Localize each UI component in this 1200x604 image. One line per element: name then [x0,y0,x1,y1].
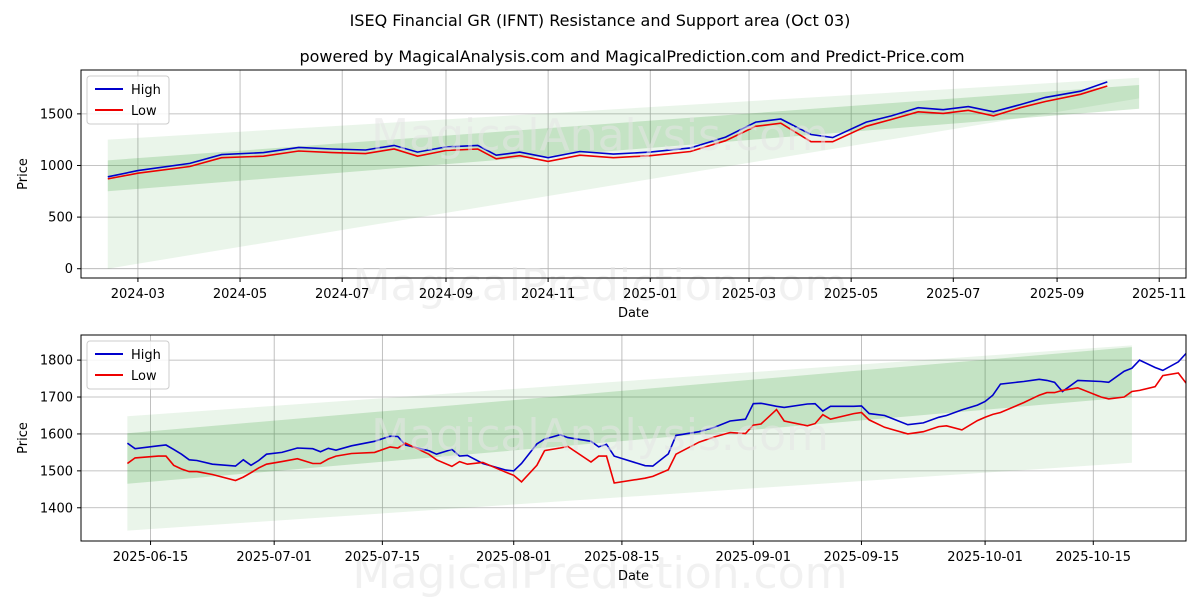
y-tick-label: 1400 [40,501,73,516]
series-line-low [126,372,1186,484]
legend-label-high: High [131,348,161,363]
series-line-low [107,85,1108,180]
watermark-text: MagicalPrediction.com [353,548,848,599]
y-tick-label: 1800 [40,354,73,369]
watermark-text: MagicalAnalysis.com [371,110,829,161]
y-tick-label: 1700 [40,391,73,406]
x-tick-label: 2024-05 [213,287,267,302]
watermark-text: MagicalPrediction.com [353,260,848,311]
watermark-text: MagicalAnalysis.com [371,410,829,461]
legend-label-low: Low [131,369,157,384]
y-axis-label: Price [16,158,31,190]
x-tick-label: 2025-07-01 [236,550,312,565]
y-tick-label: 500 [48,211,73,226]
x-tick-label: 2025-05 [824,287,878,302]
x-tick-label: 2024-11 [521,287,575,302]
plot-frame [80,69,1187,279]
support-resistance-band [107,77,1140,269]
legend: High Low [86,340,170,390]
y-tick-label: 1500 [40,107,73,122]
support-resistance-band [127,345,1132,531]
x-tick-label: 2024-07 [315,287,369,302]
x-tick-label: 2025-07-15 [345,550,421,565]
chart-title: ISEQ Financial GR (IFNT) Resistance and … [350,11,851,30]
series-line-high [107,81,1108,178]
legend-label-low: Low [131,104,157,119]
x-axis-label: Date [618,306,649,321]
x-tick-label: 2025-08-15 [584,550,660,565]
support-resistance-band [127,347,1132,484]
x-tick-label: 2025-09 [1030,287,1084,302]
x-tick-label: 2025-07 [926,287,980,302]
x-tick-label: 2025-03 [722,287,776,302]
chart-subtitle: powered by MagicalAnalysis.com and Magic… [299,47,964,66]
x-tick-label: 2025-11 [1132,287,1186,302]
chart-panel-2: MagicalAnalysis.com MagicalPrediction.com… [16,334,1187,599]
chart-panel-1: MagicalAnalysis.com MagicalPrediction.com… [16,69,1187,321]
x-tick-label: 2024-09 [419,287,473,302]
y-axis-label: Price [16,422,31,454]
y-tick-label: 1000 [40,159,73,174]
y-tick-label: 1600 [40,427,73,442]
x-tick-label: 2025-08-01 [476,550,552,565]
y-tick-label: 0 [65,262,73,277]
x-tick-label: 2024-03 [111,287,165,302]
y-tick-label: 1500 [40,464,73,479]
x-tick-label: 2025-09-15 [824,550,900,565]
series-line-high [126,352,1186,472]
x-tick-label: 2025-09-01 [715,550,791,565]
plot-frame [80,334,1187,542]
support-resistance-band [107,84,1140,192]
legend-label-high: High [131,83,161,98]
x-axis-label: Date [618,569,649,584]
x-tick-label: 2025-06-15 [113,550,189,565]
legend: High Low [86,75,170,125]
x-tick-label: 2025-10-01 [947,550,1023,565]
x-tick-label: 2025-10-15 [1055,550,1131,565]
x-tick-label: 2025-01 [623,287,677,302]
